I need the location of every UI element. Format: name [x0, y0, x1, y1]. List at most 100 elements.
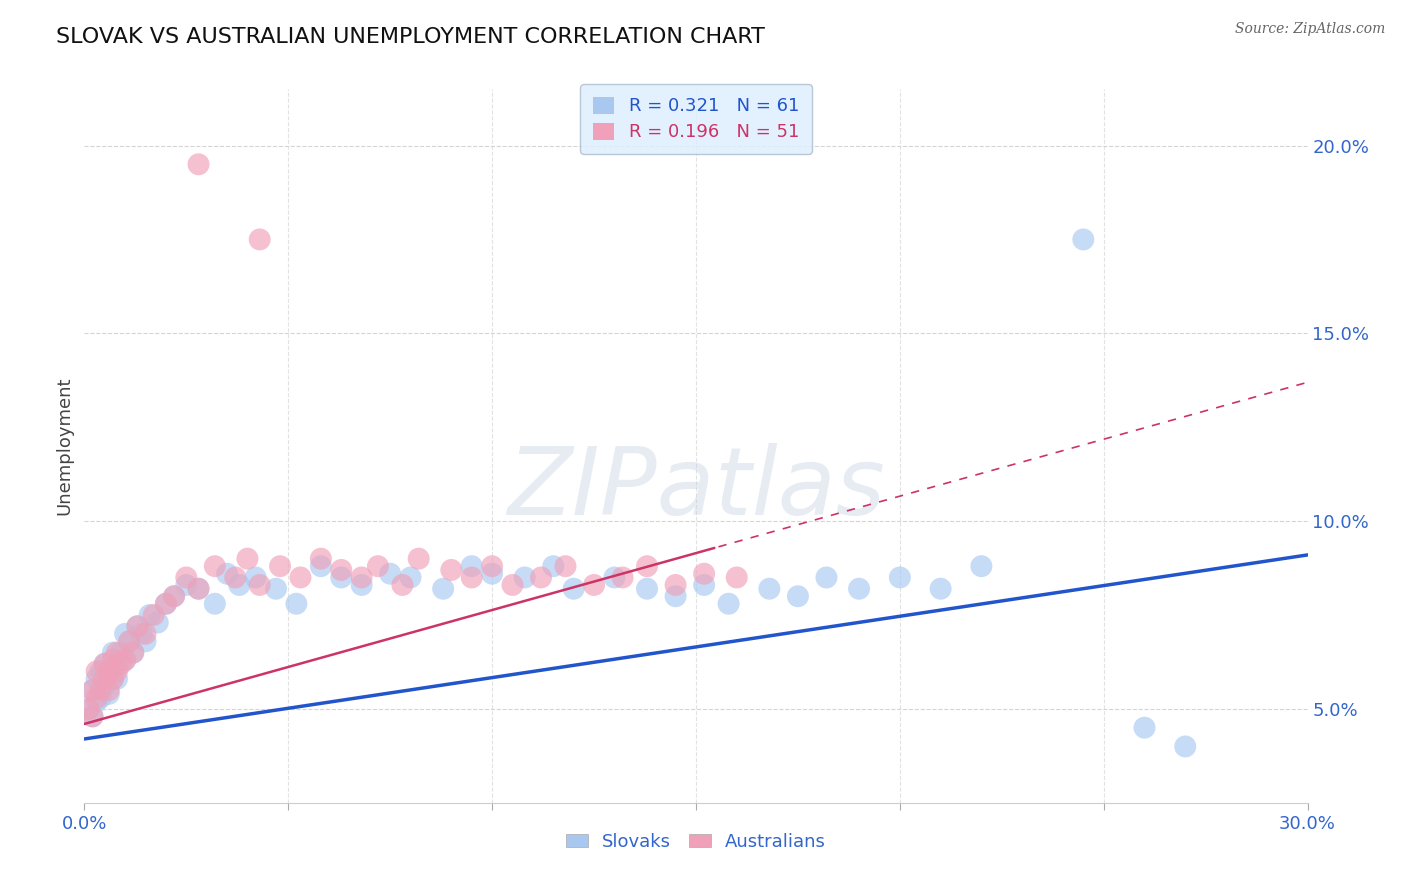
Point: [97, 665, 120, 679]
Point: [350, 570, 373, 584]
Point: [290, 570, 312, 584]
Point: [127, 619, 149, 633]
Point: [725, 570, 748, 584]
Point: [135, 634, 157, 648]
Point: [90, 665, 112, 679]
Point: [110, 657, 132, 671]
Point: [513, 570, 536, 584]
Point: [603, 570, 626, 584]
Point: [350, 578, 373, 592]
Point: [1174, 739, 1197, 754]
Point: [554, 559, 576, 574]
Point: [163, 589, 186, 603]
Point: [97, 665, 120, 679]
Point: [236, 551, 259, 566]
Point: [93, 657, 115, 671]
Point: [114, 653, 136, 667]
Point: [93, 672, 115, 686]
Point: [330, 563, 353, 577]
Point: [118, 634, 141, 648]
Point: [93, 679, 115, 693]
Point: [187, 157, 209, 171]
Point: [155, 597, 177, 611]
Point: [665, 589, 688, 603]
Point: [264, 582, 287, 596]
Point: [815, 570, 838, 584]
Point: [245, 570, 267, 584]
Point: [187, 582, 209, 596]
Point: [249, 578, 271, 592]
Point: [82, 683, 104, 698]
Y-axis label: Unemployment: Unemployment: [55, 376, 73, 516]
Point: [82, 709, 104, 723]
Point: [530, 570, 553, 584]
Point: [174, 570, 197, 584]
Text: Source: ZipAtlas.com: Source: ZipAtlas.com: [1234, 22, 1385, 37]
Point: [204, 597, 226, 611]
Point: [848, 582, 870, 596]
Point: [110, 646, 132, 660]
Point: [636, 582, 658, 596]
Point: [380, 566, 402, 581]
Point: [224, 570, 246, 584]
Point: [118, 634, 141, 648]
Point: [461, 570, 484, 584]
Point: [502, 578, 524, 592]
Point: [204, 559, 226, 574]
Point: [636, 559, 658, 574]
Point: [285, 597, 308, 611]
Point: [391, 578, 413, 592]
Point: [105, 657, 128, 671]
Point: [228, 578, 250, 592]
Point: [758, 582, 780, 596]
Point: [86, 694, 108, 708]
Text: SLOVAK VS AUSTRALIAN UNEMPLOYMENT CORRELATION CHART: SLOVAK VS AUSTRALIAN UNEMPLOYMENT CORREL…: [56, 27, 765, 46]
Point: [122, 646, 145, 660]
Point: [717, 597, 740, 611]
Point: [1073, 232, 1095, 246]
Point: [367, 559, 389, 574]
Point: [90, 690, 112, 705]
Point: [440, 563, 463, 577]
Point: [461, 559, 484, 574]
Point: [82, 683, 104, 698]
Point: [135, 627, 157, 641]
Point: [93, 657, 115, 671]
Point: [217, 566, 239, 581]
Point: [131, 627, 153, 641]
Point: [127, 619, 149, 633]
Point: [97, 687, 120, 701]
Point: [562, 582, 585, 596]
Point: [693, 578, 716, 592]
Point: [77, 702, 100, 716]
Point: [101, 646, 124, 660]
Point: [146, 615, 169, 630]
Point: [583, 578, 606, 592]
Point: [174, 578, 197, 592]
Point: [163, 589, 186, 603]
Point: [114, 653, 136, 667]
Point: [481, 559, 503, 574]
Point: [269, 559, 291, 574]
Point: [105, 646, 128, 660]
Point: [399, 570, 422, 584]
Point: [693, 566, 716, 581]
Point: [787, 589, 810, 603]
Point: [122, 646, 145, 660]
Point: [309, 551, 332, 566]
Point: [101, 672, 124, 686]
Point: [101, 672, 124, 686]
Point: [665, 578, 688, 592]
Point: [612, 570, 634, 584]
Point: [90, 683, 112, 698]
Text: ZIPatlas: ZIPatlas: [508, 443, 884, 534]
Point: [142, 607, 165, 622]
Point: [187, 582, 209, 596]
Point: [408, 551, 430, 566]
Point: [86, 672, 108, 686]
Point: [543, 559, 565, 574]
Point: [889, 570, 911, 584]
Point: [114, 627, 136, 641]
Point: [97, 683, 120, 698]
Point: [101, 653, 124, 667]
